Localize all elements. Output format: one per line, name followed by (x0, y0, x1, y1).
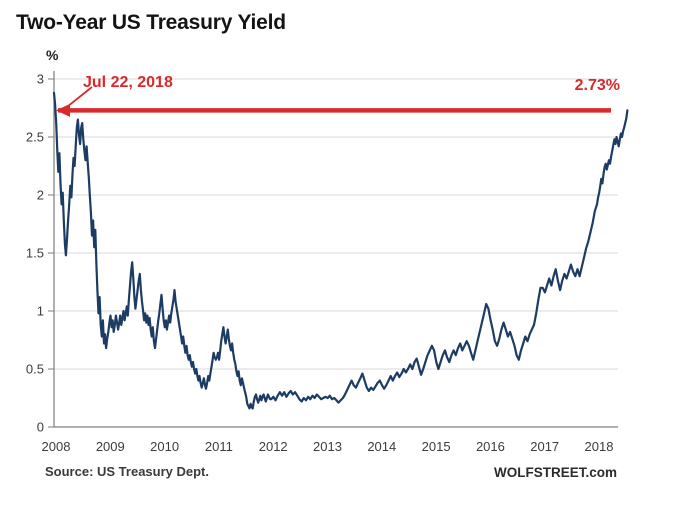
y-tick-label: 0 (37, 420, 44, 435)
x-tick-label: 2012 (259, 439, 288, 454)
x-tick-label: 2016 (476, 439, 505, 454)
annotation-date-label: Jul 22, 2018 (83, 74, 173, 91)
annotation-arrow-icon (56, 103, 70, 117)
x-tick-label: 2014 (367, 439, 396, 454)
x-tick-label: 2011 (205, 439, 233, 454)
annotation-arrow-line (68, 86, 93, 107)
y-axis-unit-label: % (46, 47, 59, 63)
y-tick-label: 1.5 (26, 246, 44, 261)
chart-title: Two-Year US Treasury Yield (16, 11, 286, 34)
x-tick-label: 2017 (530, 439, 559, 454)
y-tick-label: 2 (37, 188, 44, 203)
x-tick-label: 2015 (422, 439, 451, 454)
x-tick-label: 2009 (96, 439, 125, 454)
x-tick-label: 2010 (150, 439, 179, 454)
brand-watermark: WOLFSTREET.com (493, 465, 617, 480)
y-tick-label: 0.5 (26, 362, 44, 377)
y-tick-label: 2.5 (26, 130, 44, 145)
x-tick-label: 2018 (585, 439, 614, 454)
y-tick-label: 1 (37, 304, 44, 319)
x-tick-label: 2013 (313, 439, 342, 454)
annotation-value-label: 2.73% (574, 77, 620, 94)
source-note: Source: US Treasury Dept. (45, 464, 209, 479)
x-tick-label: 2008 (42, 439, 71, 454)
yield-line (52, 91, 629, 410)
y-tick-label: 3 (37, 72, 44, 87)
